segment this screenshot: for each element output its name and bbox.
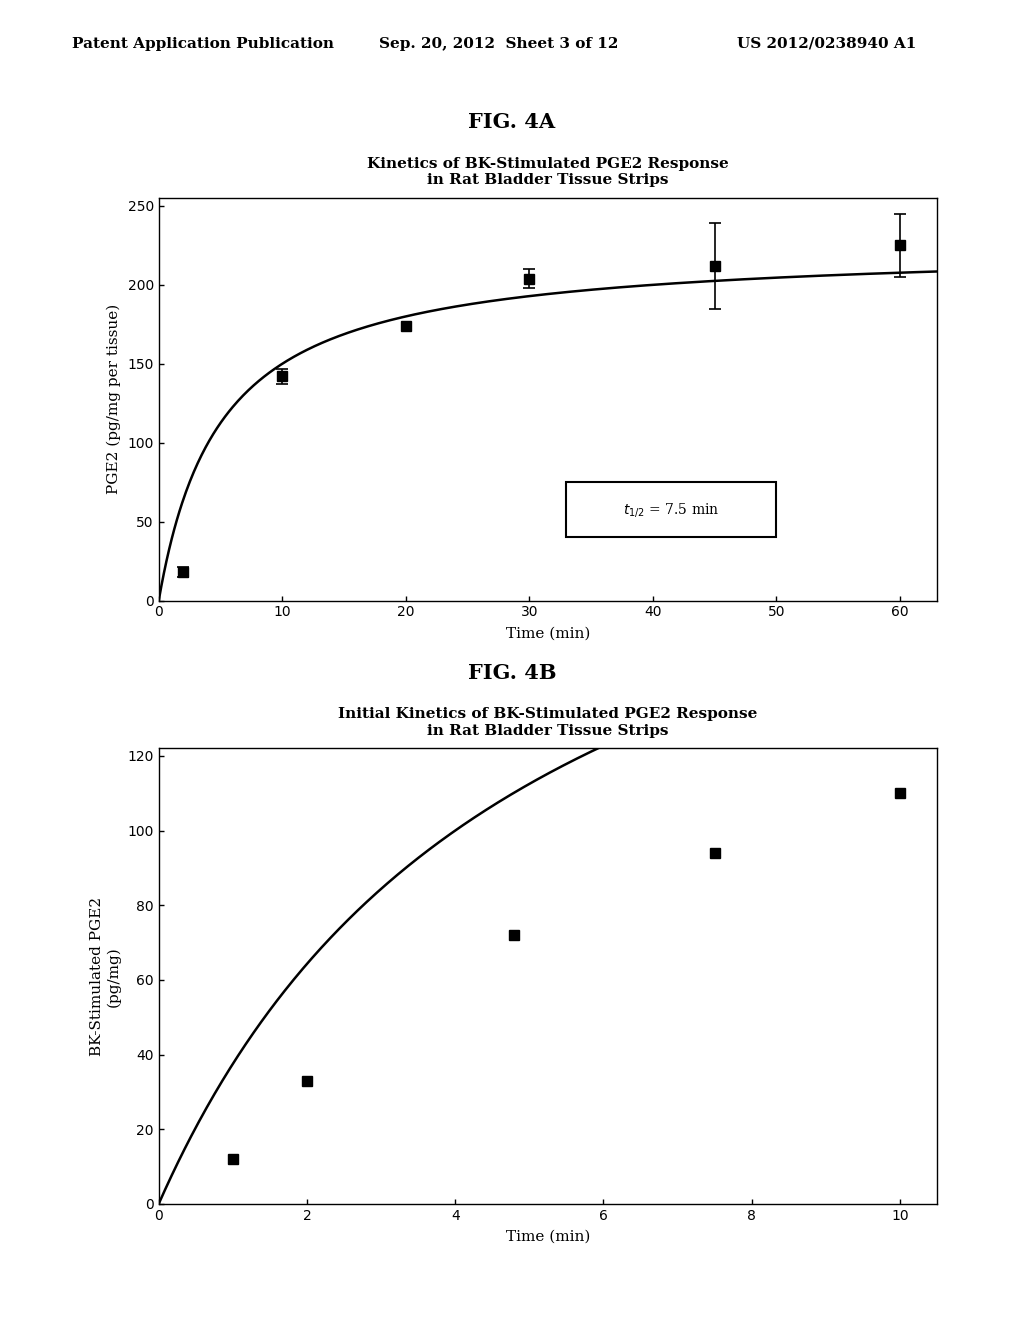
X-axis label: Time (min): Time (min) [506,627,590,640]
Text: Patent Application Publication: Patent Application Publication [72,37,334,51]
Text: FIG. 4B: FIG. 4B [468,663,556,682]
FancyBboxPatch shape [566,482,776,537]
Y-axis label: PGE2 (pg/mg per tissue): PGE2 (pg/mg per tissue) [106,304,121,495]
Title: Initial Kinetics of BK-Stimulated PGE2 Response
in Rat Bladder Tissue Strips: Initial Kinetics of BK-Stimulated PGE2 R… [338,708,758,738]
X-axis label: Time (min): Time (min) [506,1230,590,1243]
Text: US 2012/0238940 A1: US 2012/0238940 A1 [737,37,916,51]
Text: $t_{1/2}$ = 7.5 min: $t_{1/2}$ = 7.5 min [624,500,720,519]
Title: Kinetics of BK-Stimulated PGE2 Response
in Rat Bladder Tissue Strips: Kinetics of BK-Stimulated PGE2 Response … [367,157,729,187]
Y-axis label: BK-Stimulated PGE2
(pg/mg): BK-Stimulated PGE2 (pg/mg) [90,896,121,1056]
Text: FIG. 4A: FIG. 4A [468,112,556,132]
Text: Sep. 20, 2012  Sheet 3 of 12: Sep. 20, 2012 Sheet 3 of 12 [379,37,618,51]
